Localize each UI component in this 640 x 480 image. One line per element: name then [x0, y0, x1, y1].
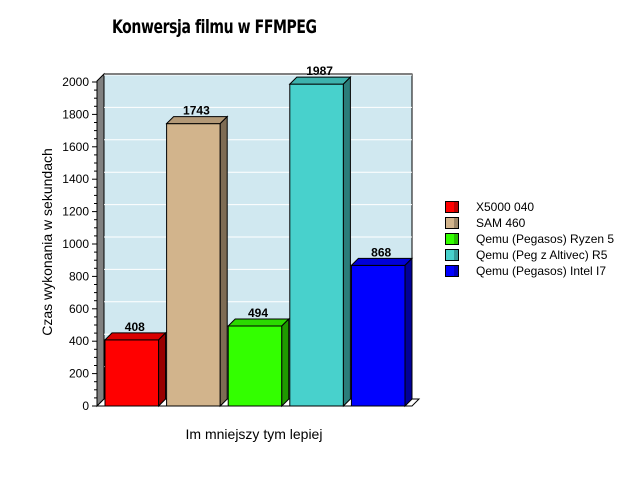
- bar-side: [158, 331, 167, 408]
- legend-item: Qemu (Peg z Altivec) R5: [445, 247, 614, 263]
- y-tick-label: 0: [82, 399, 89, 413]
- y-tick-label: 200: [69, 367, 89, 381]
- data-label: 1987: [306, 64, 333, 78]
- legend-label: Qemu (Peg z Altivec) R5: [476, 248, 608, 262]
- y-tick-label: 1800: [62, 107, 89, 121]
- x-axis-label: Im mniejszy tym lepiej: [186, 426, 323, 442]
- bar-top: [288, 76, 352, 85]
- bar-top: [165, 116, 229, 125]
- legend: X5000 040 SAM 460 Qemu (Pegasos) Ryzen 5 Qe…: [445, 199, 614, 279]
- y-tick-label: 1600: [62, 140, 89, 154]
- bar: [350, 264, 406, 407]
- bar: [166, 123, 221, 407]
- data-label: 1743: [183, 104, 210, 118]
- legend-label: X5000 040: [476, 200, 535, 214]
- bar-top: [103, 332, 167, 341]
- legend-item: Qemu (Pegasos) Intel I7: [445, 263, 614, 279]
- y-tick-label: 1400: [62, 172, 89, 186]
- y-tick-label: 400: [69, 334, 89, 348]
- y-tick-label: 600: [69, 302, 89, 316]
- legend-item: Qemu (Pegasos) Ryzen 5: [445, 231, 614, 247]
- y-tick-label: 1000: [62, 237, 89, 251]
- y-tick-label: 1200: [62, 205, 89, 219]
- bar-top: [226, 318, 291, 327]
- legend-swatch: [445, 217, 459, 229]
- legend-swatch: [445, 249, 459, 261]
- data-label: 408: [125, 320, 145, 334]
- left-wall: [96, 72, 105, 408]
- data-label: 494: [248, 306, 268, 320]
- legend-item: X5000 040: [445, 199, 614, 215]
- bar: [104, 339, 160, 407]
- chart-title: Konwersja filmu w FFMPEG: [112, 16, 317, 38]
- legend-label: SAM 460: [476, 216, 526, 230]
- y-axis-label: Czas wykonania w sekundach: [39, 148, 55, 336]
- legend-item: SAM 460: [445, 215, 614, 231]
- bar: [289, 83, 344, 407]
- legend-label: Qemu (Pegasos) Ryzen 5: [476, 232, 615, 246]
- y-tick-label: 800: [69, 269, 89, 283]
- bar: [227, 325, 283, 407]
- legend-label: Qemu (Pegasos) Intel I7: [476, 264, 607, 278]
- y-tick-label: 2000: [62, 75, 89, 89]
- legend-swatch: [445, 233, 459, 245]
- legend-swatch: [445, 201, 459, 213]
- bar-side: [219, 115, 228, 408]
- data-label: 868: [371, 245, 391, 259]
- bar-side: [404, 257, 413, 408]
- bar-top: [350, 257, 414, 266]
- bar-side: [281, 317, 290, 408]
- legend-swatch: [445, 265, 459, 277]
- bar-side: [342, 75, 351, 408]
